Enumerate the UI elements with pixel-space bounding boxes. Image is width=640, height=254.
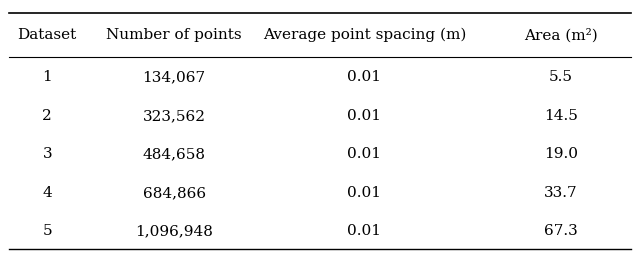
Text: 134,067: 134,067 [143, 70, 205, 84]
Text: 19.0: 19.0 [544, 147, 578, 161]
Text: Number of points: Number of points [106, 28, 242, 42]
Text: 484,658: 484,658 [143, 147, 205, 161]
Text: 3: 3 [42, 147, 52, 161]
Text: 2: 2 [42, 109, 52, 123]
Text: 0.01: 0.01 [348, 70, 381, 84]
Text: 14.5: 14.5 [544, 109, 578, 123]
Text: Dataset: Dataset [17, 28, 77, 42]
Text: Area (m²): Area (m²) [524, 28, 598, 42]
Text: 4: 4 [42, 186, 52, 200]
Text: 67.3: 67.3 [544, 224, 578, 238]
Text: 0.01: 0.01 [348, 186, 381, 200]
Text: 323,562: 323,562 [143, 109, 205, 123]
Text: Average point spacing (m): Average point spacing (m) [263, 28, 466, 42]
Text: 0.01: 0.01 [348, 147, 381, 161]
Text: 1: 1 [42, 70, 52, 84]
Text: 5.5: 5.5 [549, 70, 573, 84]
Text: 0.01: 0.01 [348, 224, 381, 238]
Text: 1,096,948: 1,096,948 [135, 224, 213, 238]
Text: 33.7: 33.7 [544, 186, 578, 200]
Text: 0.01: 0.01 [348, 109, 381, 123]
Text: 684,866: 684,866 [143, 186, 205, 200]
Text: 5: 5 [42, 224, 52, 238]
